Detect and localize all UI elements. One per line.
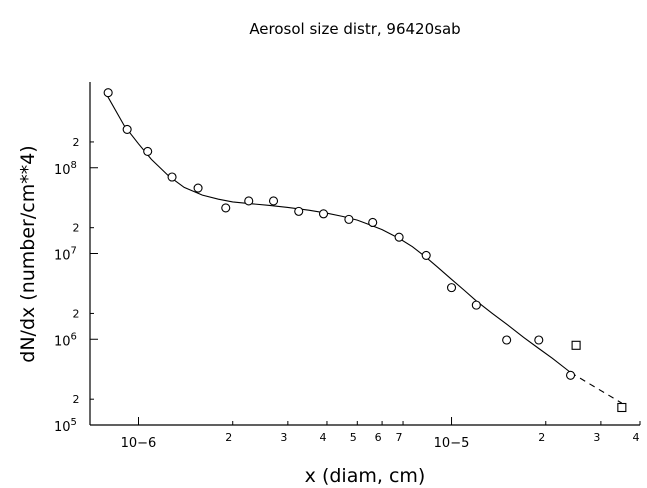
data-point-circle (244, 196, 254, 206)
chart-title: Aerosol size distr, 96420sab (249, 20, 460, 38)
data-point-circle (421, 250, 431, 260)
data-point-circle (368, 217, 378, 228)
x-minor-tick-label: 5 (350, 431, 357, 444)
data-point-circle (534, 335, 544, 345)
x-minor-tick-label: 3 (593, 431, 600, 444)
data-point-circle (143, 146, 153, 156)
x-axis-label: x (diam, cm) (305, 465, 426, 487)
data-point-circle (167, 172, 177, 182)
y-tick-base: 10 (54, 334, 71, 349)
data-point-circle (221, 203, 231, 213)
x-major-tick-label: 10−6 (121, 436, 157, 451)
y-tick-base: 10 (54, 163, 71, 178)
x-minor-tick-label: 4 (633, 431, 640, 444)
data-point-circle (318, 209, 329, 219)
x-minor-tick-label: 6 (375, 431, 382, 444)
y-minor-tick-label: 2 (73, 307, 80, 320)
data-point-circle (344, 214, 354, 224)
data-point-circle (103, 88, 113, 98)
y-minor-tick-label: 2 (73, 222, 80, 235)
data-point-circle (122, 124, 132, 134)
y-axis-label: dN/dx (number/cm**4) (17, 145, 39, 362)
data-point-circle (394, 232, 404, 242)
y-tick-exponent: 7 (71, 246, 77, 257)
y-minor-tick-label: 2 (73, 393, 80, 406)
data-point-circle (193, 183, 203, 193)
y-major-tick-label: 106 (54, 331, 77, 349)
x-minor-tick-label: 2 (225, 431, 232, 444)
x-minor-tick-label: 2 (538, 431, 545, 444)
x-major-tick-label: 10−5 (434, 436, 470, 451)
y-major-tick-label: 108 (54, 160, 77, 178)
data-points (103, 88, 627, 413)
y-tick-base: 10 (54, 249, 71, 264)
data-point-circle (566, 370, 576, 380)
y-major-tick-label: 107 (54, 246, 77, 264)
y-tick-exponent: 5 (71, 417, 77, 428)
data-point-circle (446, 283, 457, 293)
extrapolation-dashed-line (570, 372, 623, 404)
x-minor-tick-label: 3 (280, 431, 287, 444)
y-major-tick-label: 105 (54, 417, 77, 435)
y-tick-base: 10 (54, 420, 71, 435)
data-point-circle (294, 206, 304, 216)
y-tick-exponent: 8 (71, 160, 77, 171)
x-minor-tick-label: 4 (319, 431, 326, 444)
y-tick-exponent: 6 (71, 331, 77, 342)
x-minor-tick-label: 7 (396, 431, 403, 444)
data-point-circle (471, 300, 481, 310)
data-point-square (571, 340, 581, 350)
y-minor-tick-label: 2 (73, 136, 80, 149)
fit-curve (105, 93, 571, 373)
data-point-circle (502, 335, 512, 345)
data-point-circle (268, 196, 279, 206)
data-point-square (617, 402, 627, 413)
